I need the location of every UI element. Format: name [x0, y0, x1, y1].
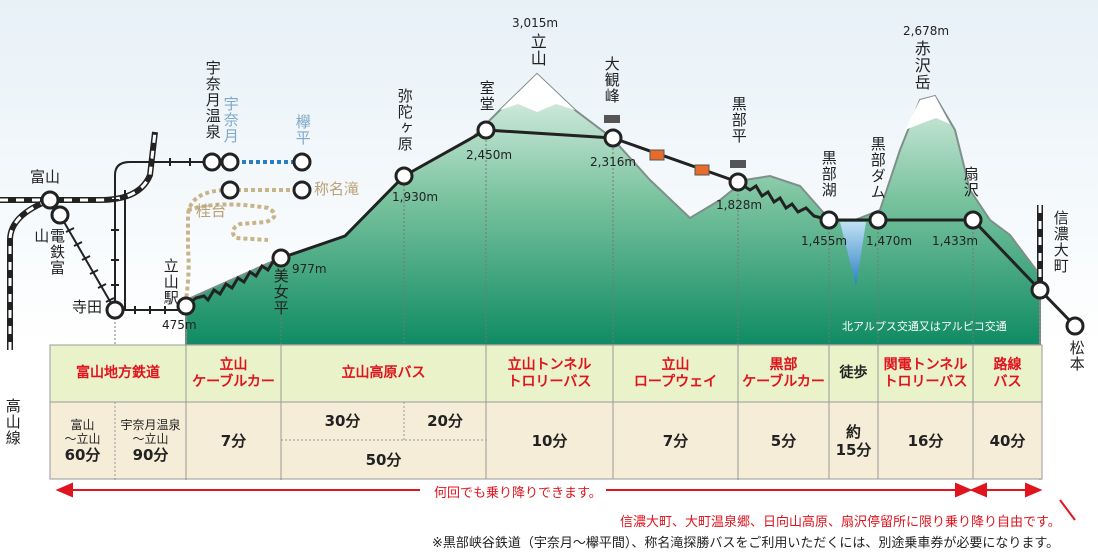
- time-bus-total: 50分: [365, 450, 402, 469]
- station-toyama: 富山: [30, 168, 61, 186]
- elev-kurobedaira: 1,828m: [716, 198, 763, 212]
- time-rosen-bus: 40分: [989, 431, 1026, 450]
- elev-kurobeko: 1,455m: [801, 234, 848, 248]
- station-unazuki-onsen: 宇奈月温泉: [203, 60, 222, 140]
- station-ogisawa: 扇沢: [961, 166, 980, 198]
- jr-takayama-line: 高山線: [3, 398, 22, 446]
- elev-kurobe-dam: 1,470m: [866, 234, 913, 248]
- main-route: [185, 128, 1077, 328]
- hdr-kurobe-cable: 黒部 ケーブルカー: [742, 357, 825, 390]
- elev-bijodaira: 977m: [292, 262, 327, 276]
- time-toyama-tateyama: 富山 〜立山 60分: [64, 417, 101, 465]
- peak-akazawa-name: 赤沢岳: [911, 40, 931, 91]
- station-matsumoto: 松本: [1067, 340, 1086, 372]
- table-grid: [49, 344, 1043, 480]
- elev-murodo: 2,450m: [466, 148, 513, 162]
- hdr-toyama-chiho: 富山地方鉄道: [76, 365, 160, 382]
- time-tunnel-trolley: 10分: [531, 431, 568, 450]
- time-unazuki-tateyama: 宇奈月温泉 〜立山 90分: [120, 417, 181, 465]
- time-kanden-trolley: 16分: [907, 431, 944, 450]
- arrow-note: 何回でも乗り降りできます。: [430, 482, 606, 501]
- station-keitai: 桂台: [196, 202, 227, 220]
- peak-tateyama-name: 立山: [527, 33, 547, 67]
- time-cable: 7分: [220, 431, 247, 450]
- station-midagahara: 弥陀ヶ原: [395, 88, 414, 152]
- station-shomyodaki: 称名滝: [314, 180, 360, 198]
- station-tateyama: 立山駅: [161, 258, 180, 306]
- jr-lines: [0, 131, 1043, 350]
- time-toho: 約 15分: [835, 422, 872, 459]
- hdr-kogen-bus: 立山高原バス: [341, 365, 426, 382]
- station-unazuki: 宇奈月: [221, 96, 240, 144]
- shomyo-bus-route: [184, 188, 300, 301]
- station-kurobeko: 黒部湖: [819, 150, 838, 198]
- elev-daikanbo: 2,316m: [590, 155, 637, 169]
- snowcap-tateyama: [500, 74, 575, 112]
- elev-midagahara: 1,930m: [392, 190, 439, 204]
- station-shinano-omachi: 信濃大町: [1051, 210, 1070, 274]
- bus-operator-note: 北アルプス交通又はアルピコ交通: [842, 320, 1007, 333]
- hdr-cable: 立山 ケーブルカー: [192, 357, 275, 390]
- red-arrows: [55, 482, 1076, 521]
- time-kurobe-cable: 5分: [770, 431, 797, 450]
- hdr-rosen-bus: 路線 バス: [993, 357, 1022, 390]
- ropeway-gondolas: [604, 115, 746, 176]
- footnote-red: 信濃大町、大町温泉郷、日向山高原、扇沢停留所に限り乗り降り自由です。: [620, 515, 1061, 530]
- hdr-kanden-trolley: 関電トンネル トロリーバス: [883, 357, 968, 390]
- elev-tateyama-eki: 475m: [162, 318, 197, 332]
- station-kurobe-dam: 黒部ダム: [868, 136, 887, 200]
- station-murodo: 室堂: [477, 80, 496, 112]
- station-bijodaira: 美女平: [271, 268, 290, 316]
- footnote: ※黒部峡谷鉄道（宇奈月〜欅平間）、称名滝探勝バスをご利用いただくには、別途乗車券…: [432, 536, 1060, 551]
- hdr-toho: 徒歩: [839, 365, 868, 382]
- hdr-ropeway: 立山 ロープウェイ: [633, 357, 718, 390]
- hdr-tunnel-trolley: 立山トンネル トロリーバス: [507, 357, 592, 390]
- time-bus-a: 30分: [324, 412, 361, 430]
- kurobe-lake: [840, 222, 866, 286]
- station-dentetsu-toyama: 電鉄富山: [32, 228, 66, 276]
- station-terada: 寺田: [72, 298, 103, 316]
- station-daikanbo: 大観峰: [602, 56, 621, 104]
- railway-ties: [65, 158, 191, 314]
- station-kurobedaira: 黒部平: [729, 96, 748, 144]
- snowcap-akazawadake: [905, 96, 950, 130]
- station-keyakidaira: 欅平: [293, 114, 312, 146]
- peak-tateyama-elev: 3,015m: [512, 16, 559, 30]
- station-nodes: [40, 120, 1085, 336]
- elev-ogisawa: 1,433m: [932, 234, 979, 248]
- time-bus-b: 20分: [427, 412, 463, 430]
- peak-akazawa-elev: 2,678m: [903, 24, 950, 38]
- time-ropeway: 7分: [662, 431, 689, 450]
